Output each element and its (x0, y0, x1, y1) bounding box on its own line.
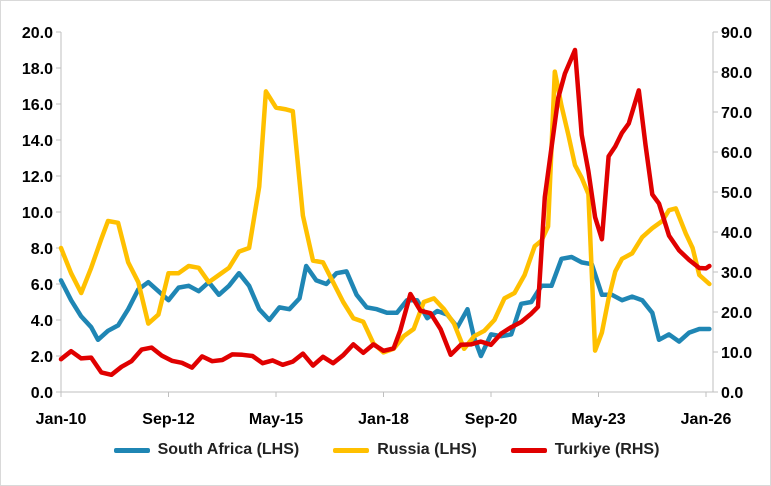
x-tick-label: Jan-10 (36, 411, 87, 428)
legend-label-russia: Russia (LHS) (377, 441, 477, 458)
series-line-russia (58, 69, 712, 355)
right-tick-label: 20.0 (721, 305, 752, 322)
right-tick-label: 0.0 (721, 385, 743, 402)
legend-label-south-africa: South Africa (LHS) (157, 441, 300, 458)
right-tick-label: 50.0 (721, 185, 752, 202)
right-tick-label: 40.0 (721, 225, 752, 242)
right-tick-label: 80.0 (721, 65, 752, 82)
right-tick-label: 90.0 (721, 25, 752, 42)
series-line-south-africa (58, 254, 712, 359)
x-tick-label: May-15 (249, 411, 303, 428)
chart-legend: South Africa (LHS) Russia (LHS) Turkiye … (1, 441, 771, 459)
left-tick-label: 6.0 (31, 277, 53, 294)
x-tick-label: May-23 (571, 411, 625, 428)
series-layer (58, 47, 712, 378)
x-axis-ticks: Jan-10 Sep-12 May-15 Jan-18 Sep-20 May-23 Jan-… (36, 392, 732, 428)
x-tick-label: Jan-26 (681, 411, 732, 428)
left-y-axis-ticks: 0.0 2.0 4.0 6.0 8.0 10.0 12.0 14.0 16.0 18.0 20.0 (22, 25, 61, 402)
legend-swatch-turkiye (510, 447, 547, 453)
legend-label-turkiye: Turkiye (RHS) (554, 441, 660, 458)
legend-item-russia: Russia (LHS) (333, 441, 477, 459)
left-tick-label: 4.0 (31, 313, 53, 330)
x-tick-label: Sep-20 (465, 411, 518, 428)
chart-axes (60, 32, 714, 393)
left-tick-label: 18.0 (22, 61, 53, 78)
left-tick-label: 20.0 (22, 25, 53, 42)
right-y-axis-ticks: 0.0 10.0 20.0 30.0 40.0 50.0 60.0 70.0 80.0 90.0 (713, 25, 752, 402)
left-tick-label: 0.0 (31, 385, 53, 402)
x-tick-label: Sep-12 (142, 411, 195, 428)
right-tick-label: 70.0 (721, 105, 752, 122)
left-tick-label: 12.0 (22, 169, 53, 186)
left-tick-label: 10.0 (22, 205, 53, 222)
line-chart: 0.02.04.06.08.010.012.014.016.018.020.0 … (22, 25, 752, 428)
left-tick-label: 16.0 (22, 97, 53, 114)
left-tick-label: 14.0 (22, 133, 53, 150)
series-line-turkiye (58, 47, 712, 378)
x-tick-label: Jan-18 (358, 411, 409, 428)
legend-swatch-south-africa (113, 447, 150, 453)
left-tick-label: 8.0 (31, 241, 53, 258)
left-tick-label: 2.0 (31, 349, 53, 366)
right-tick-label: 60.0 (721, 145, 752, 162)
right-tick-label: 30.0 (721, 265, 752, 282)
right-tick-label: 10.0 (721, 345, 752, 362)
legend-swatch-russia (333, 447, 370, 453)
legend-item-turkiye: Turkiye (RHS) (510, 441, 660, 459)
legend-item-south-africa: South Africa (LHS) (113, 441, 300, 459)
